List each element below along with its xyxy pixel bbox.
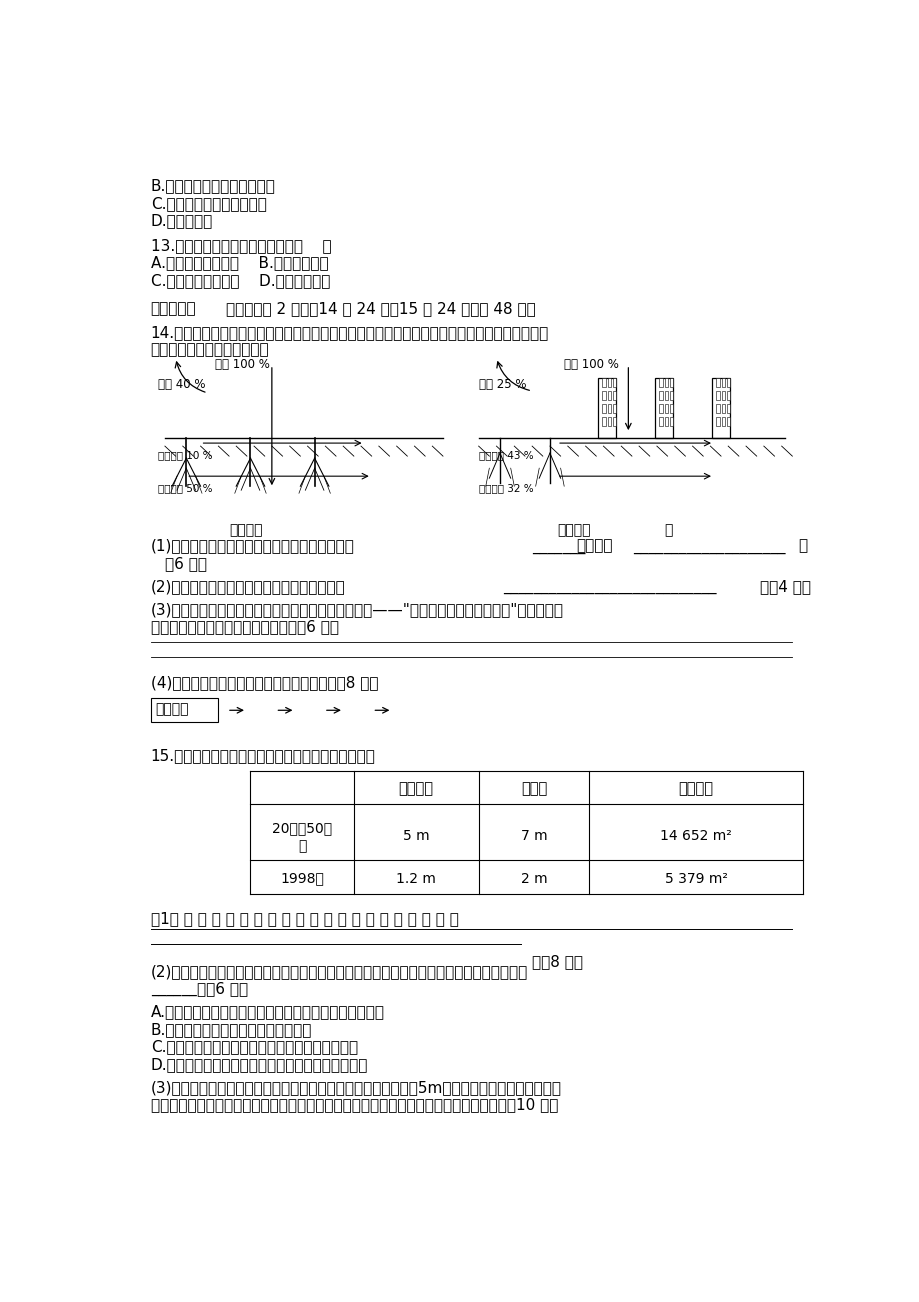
- Text: （6 分）: （6 分）: [165, 556, 207, 572]
- Bar: [601, 404, 605, 413]
- Bar: [715, 404, 719, 413]
- Text: 二、综合题: 二、综合题: [151, 301, 196, 316]
- Bar: [654, 378, 672, 437]
- Bar: [726, 404, 730, 413]
- Text: 降水 100 %: 降水 100 %: [215, 358, 269, 371]
- Bar: [612, 417, 616, 426]
- Bar: [612, 404, 616, 413]
- Bar: [601, 378, 605, 387]
- Text: (3)济南市某中学研究性学习小组确定了一个研究课题——"小区居民用水问题的探讨"。假设你也: (3)济南市某中学研究性学习小组确定了一个研究课题——"小区居民用水问题的探讨"…: [151, 602, 563, 617]
- Text: 状况示意图，回答下列问题。: 状况示意图，回答下列问题。: [151, 342, 269, 357]
- Bar: [597, 378, 615, 437]
- Bar: [664, 378, 667, 387]
- Text: 地面径流 10 %: 地面径流 10 %: [158, 450, 212, 460]
- Text: 地下径流 50 %: 地下径流 50 %: [158, 483, 212, 493]
- Bar: [726, 378, 730, 387]
- Text: 地下径流 32 %: 地下径流 32 %: [478, 483, 533, 493]
- Text: （本大题共 2 小题，14 题 24 分，15 题 24 分，共 48 分）: （本大题共 2 小题，14 题 24 分，15 题 24 分，共 48 分）: [225, 301, 535, 316]
- Text: D.水污染严重: D.水污染严重: [151, 214, 212, 228]
- Text: _______: _______: [531, 539, 584, 553]
- Text: 。: 。: [797, 539, 806, 553]
- Text: 。（6 分）: 。（6 分）: [197, 982, 248, 996]
- Bar: [658, 391, 662, 400]
- Bar: [601, 417, 605, 426]
- Bar: [726, 391, 730, 400]
- Text: 1.2 m: 1.2 m: [396, 871, 436, 885]
- Bar: [607, 391, 610, 400]
- Bar: [664, 404, 667, 413]
- Text: (3)敦煌市政府曾引附近党河水补给月牙泉，使月牙泉水深恢复到5m左右。但因为清澈的泉水变得: (3)敦煌市政府曾引附近党河水补给月牙泉，使月牙泉水深恢复到5m左右。但因为清澈…: [151, 1079, 561, 1095]
- Text: A.加大水利建设投入    B.控制城市规模: A.加大水利建设投入 B.控制城市规模: [151, 255, 328, 271]
- Bar: [711, 378, 729, 437]
- Text: 。（8 分）: 。（8 分）: [531, 954, 583, 969]
- Bar: [669, 391, 673, 400]
- Text: ____________________________: ____________________________: [503, 579, 716, 594]
- Text: A.全球温室效应使干旱地区更加干旱，雨水补给大大减少: A.全球温室效应使干旱地区更加干旱，雨水补给大大减少: [151, 1004, 384, 1019]
- Text: 代: 代: [298, 840, 306, 854]
- Bar: [726, 417, 730, 426]
- Text: C.为增加粮食产量，当地居民毁林开荒，破坏植被: C.为增加粮食产量，当地居民毁林开荒，破坏植被: [151, 1039, 357, 1055]
- Bar: [721, 391, 724, 400]
- Text: 地面径流 43 %: 地面径流 43 %: [478, 450, 533, 460]
- Text: （1） 由 表 中 的 数 据 可 知 ， 月 牙 泉 泉 水 发 生 的 变 化 是: （1） 由 表 中 的 数 据 可 知 ， 月 牙 泉 泉 水 发 生 的 变 …: [151, 911, 458, 926]
- Bar: [601, 391, 605, 400]
- Text: 蒸发 40 %: 蒸发 40 %: [158, 378, 205, 391]
- Text: ______: ______: [151, 982, 196, 996]
- Text: D.当地居民以健康为由改为饮用泉水，导致水位下降: D.当地居民以健康为由改为饮用泉水，导致水位下降: [151, 1057, 368, 1072]
- Bar: [607, 404, 610, 413]
- Bar: [658, 417, 662, 426]
- Text: (2)月牙泉是古河道残留湖，地下潜流在此出露形成泉眼，聚成水池，泉水发生变化的原因是: (2)月牙泉是古河道残留湖，地下潜流在此出露形成泉眼，聚成水池，泉水发生变化的原…: [151, 963, 528, 979]
- Text: 降水 100 %: 降水 100 %: [563, 358, 618, 371]
- Bar: [607, 417, 610, 426]
- Bar: [669, 417, 673, 426]
- Text: (1)城市化后较城市化前在水循环环节中的蒸发量: (1)城市化后较城市化前在水循环环节中的蒸发量: [151, 539, 354, 553]
- Text: 5 m: 5 m: [403, 828, 429, 842]
- Text: C.人口众多，生活用水量大: C.人口众多，生活用水量大: [151, 195, 267, 211]
- Bar: [715, 391, 719, 400]
- Text: 20世纪50年: 20世纪50年: [272, 822, 332, 836]
- Text: 城市化后: 城市化后: [557, 523, 590, 538]
- Text: 平均水深: 平均水深: [398, 781, 433, 797]
- Text: 最深处: 最深处: [520, 781, 547, 797]
- Text: 7 m: 7 m: [520, 828, 547, 842]
- Text: (2)城市化后地表径流量发生变化的主要原因是: (2)城市化后地表径流量发生变化的主要原因是: [151, 579, 345, 594]
- Text: 自选课题: 自选课题: [155, 702, 189, 716]
- Text: 水面面积: 水面面积: [678, 781, 713, 797]
- Text: 蒸发 25 %: 蒸发 25 %: [478, 378, 526, 391]
- Bar: [721, 404, 724, 413]
- Bar: [715, 417, 719, 426]
- Text: 。原因是: 。原因是: [575, 539, 612, 553]
- Bar: [658, 404, 662, 413]
- Bar: [721, 378, 724, 387]
- Text: 15.读月牙泉水位、水面面积变化表，回答下列问题。: 15.读月牙泉水位、水面面积变化表，回答下列问题。: [151, 749, 375, 763]
- Bar: [669, 404, 673, 413]
- Text: 14 652 m²: 14 652 m²: [660, 828, 732, 842]
- Text: ____________________: ____________________: [632, 539, 784, 553]
- Bar: [151, 698, 218, 723]
- Text: 5 379 m²: 5 379 m²: [664, 871, 727, 885]
- Bar: [715, 378, 719, 387]
- Bar: [612, 391, 616, 400]
- Bar: [721, 417, 724, 426]
- Bar: [658, 378, 662, 387]
- Text: 。（4 分）: 。（4 分）: [759, 579, 811, 594]
- Text: 浑浊不堪，月牙泉失去了往日的美丽，使得这一行动宣告失败，对此你有什么好的建议？（10 分）: 浑浊不堪，月牙泉失去了往日的美丽，使得这一行动宣告失败，对此你有什么好的建议？（…: [151, 1098, 558, 1112]
- Text: B.技术水平低和节水意识淡薄: B.技术水平低和节水意识淡薄: [151, 178, 275, 193]
- Text: 2 m: 2 m: [520, 871, 547, 885]
- Text: 1998年: 1998年: [280, 871, 323, 885]
- Text: C.提高水资源利用率    D.优先发展工业: C.提高水资源利用率 D.优先发展工业: [151, 273, 330, 288]
- Text: 是他们中的一员，请简述选题理由。（6 分）: 是他们中的一员，请简述选题理由。（6 分）: [151, 620, 338, 634]
- Text: ，: ，: [664, 523, 672, 538]
- Text: B.当地大量开采地下水，导致泉水减少: B.当地大量开采地下水，导致泉水减少: [151, 1022, 312, 1036]
- Text: 14.淡水资源的缺乏已成为全球性的问题，在中外一些大城市表现尤为突出。读城市化前后水资源: 14.淡水资源的缺乏已成为全球性的问题，在中外一些大城市表现尤为突出。读城市化前…: [151, 324, 549, 340]
- Text: (4)补充完成该课题研究性学习的基本步骤：（8 分）: (4)补充完成该课题研究性学习的基本步骤：（8 分）: [151, 676, 378, 690]
- Bar: [664, 391, 667, 400]
- Bar: [607, 378, 610, 387]
- Bar: [612, 378, 616, 387]
- Bar: [669, 378, 673, 387]
- Bar: [664, 417, 667, 426]
- Text: 13.建设节水型社会的主要措施是（    ）: 13.建设节水型社会的主要措施是（ ）: [151, 238, 331, 253]
- Text: 城市化前: 城市化前: [229, 523, 262, 538]
